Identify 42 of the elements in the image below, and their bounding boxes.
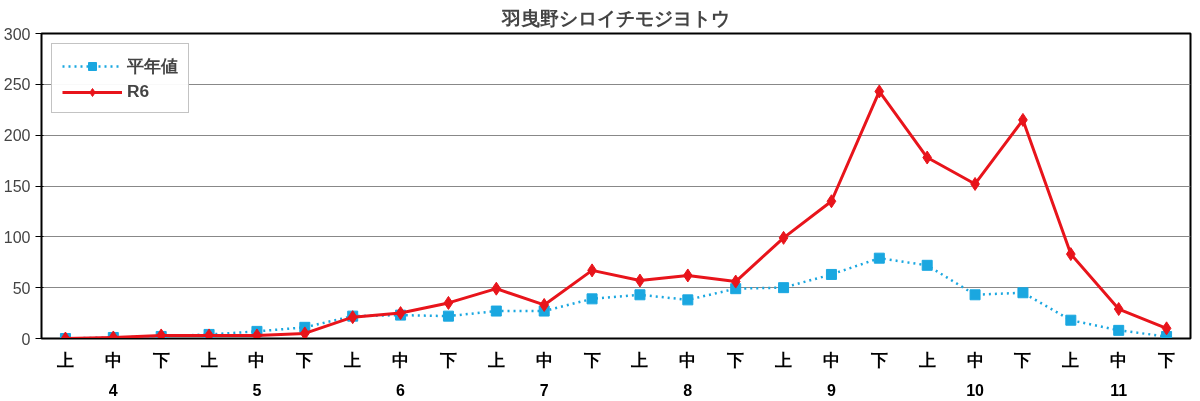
x-tick-label: 上 (343, 349, 362, 370)
y-tick-label: 50 (12, 279, 31, 297)
text: 7 (539, 381, 549, 399)
x-tick-label: 中 (104, 349, 122, 370)
x-tick-label: 下 (1157, 349, 1176, 370)
text: 11 (1110, 381, 1128, 399)
legend-label: 平年値 (127, 55, 178, 78)
text: 5 (252, 381, 262, 399)
text: 6 (396, 381, 406, 399)
y-tick-label: 0 (21, 330, 31, 348)
x-tick-label: 中 (966, 349, 984, 370)
x-tick-label: 中 (679, 349, 697, 370)
x-tick-label: 上 (774, 349, 793, 370)
text: 10 (966, 381, 985, 399)
x-tick-label: 下 (295, 349, 314, 370)
y-tick-label: 250 (3, 76, 31, 94)
x-tick-label: 下 (438, 349, 457, 370)
x-tick-label: 上 (917, 349, 936, 370)
x-tick-label: 中 (822, 349, 840, 370)
x-tick-label: 中 (392, 349, 410, 370)
x-tick-label: 上 (55, 349, 74, 370)
y-tick-label: 200 (3, 127, 31, 145)
x-tick-label: 上 (630, 349, 649, 370)
text: 4 (108, 381, 118, 399)
x-tick-label: 上 (486, 349, 505, 370)
x-tick-label: 下 (1013, 349, 1032, 370)
x-tick-label: 下 (582, 349, 601, 370)
chart-title: 羽曳野シロイチモジヨトウ (501, 7, 730, 29)
text: 8 (683, 381, 693, 399)
x-tick-label: 下 (726, 349, 745, 370)
x-tick-label: 上 (1061, 349, 1080, 370)
x-tick-label: 中 (535, 349, 553, 370)
y-tick-label: 300 (3, 25, 31, 43)
x-tick-label: 中 (248, 349, 266, 370)
y-tick-label: 100 (3, 228, 31, 246)
x-tick-label: 上 (199, 349, 218, 370)
x-tick-label: 下 (151, 349, 170, 370)
legend-label: R6 (127, 81, 150, 102)
x-tick-label: 下 (869, 349, 888, 370)
y-tick-label: 150 (3, 178, 31, 195)
text: 9 (826, 381, 836, 399)
x-tick-label: 中 (1110, 349, 1128, 370)
